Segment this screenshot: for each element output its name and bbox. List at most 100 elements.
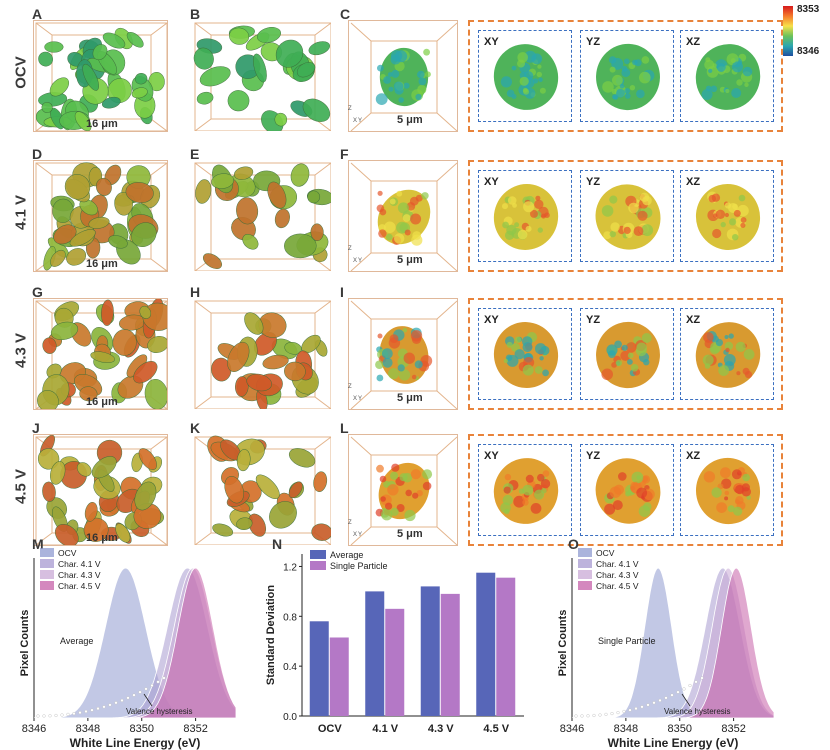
o-x-tick-label: 8350 (667, 723, 691, 735)
axis-letter-z: Z (348, 246, 352, 252)
n-y-tick-label: 0.0 (283, 712, 297, 723)
n-x-tick-label: 4.1 V (372, 723, 398, 735)
o-legend-label: Char. 4.1 V (596, 559, 639, 569)
m-hysteresis-dot (42, 714, 46, 718)
slice-label: XY (484, 176, 499, 188)
panel-letter: A (32, 6, 43, 22)
m-hysteresis-dot (162, 676, 166, 680)
panel-letter: J (32, 420, 40, 436)
n-bar-0-2 (420, 586, 440, 716)
o-hysteresis-dot (598, 713, 602, 717)
o-hysteresis-arrow (681, 693, 691, 707)
row-label: 4.1 V (12, 194, 30, 231)
scale-bar-label: 16 μm (86, 258, 118, 270)
colorbar (783, 6, 793, 56)
slice-label: YZ (586, 176, 601, 188)
scale-bar-label-particle: 5 μm (397, 392, 423, 404)
o-legend-swatch (578, 581, 592, 590)
m-x-tick-label: 8348 (76, 723, 100, 735)
single-particle-volume (348, 160, 458, 272)
slice-label: XZ (686, 176, 701, 188)
n-x-tick-label: 4.5 V (483, 723, 509, 735)
m-hysteresis-dot (120, 698, 124, 703)
m-hysteresis-dot (48, 714, 52, 718)
o-hysteresis-dot (616, 711, 620, 715)
axis-letter-y: Y (358, 118, 363, 124)
m-x-tick-label: 8350 (129, 723, 153, 735)
slice-label: XY (484, 314, 499, 326)
single-particle-volume (348, 20, 458, 132)
slice-view-xy (478, 30, 572, 122)
axis-letter-y: Y (358, 396, 363, 402)
panel-letter: I (340, 284, 344, 300)
slice-view-xz (680, 308, 774, 400)
o-hysteresis-dot (700, 676, 704, 680)
n-legend-label: Single Particle (330, 561, 388, 571)
axis-letter-y: Y (358, 258, 363, 264)
o-hysteresis-dot (640, 705, 644, 709)
panel-letter: E (190, 146, 200, 162)
m-legend-label: OCV (58, 548, 77, 558)
m-annotation: Average (60, 636, 93, 646)
o-hysteresis-dot (634, 706, 638, 711)
axis-letter-x: X (353, 258, 358, 264)
slice-view-xy (478, 170, 572, 262)
slice-label: XZ (686, 314, 701, 326)
m-legend-swatch (40, 570, 54, 579)
n-bar-1-0 (329, 637, 349, 716)
slice-label: XY (484, 450, 499, 462)
m-hysteresis-dot (72, 711, 76, 716)
slice-panel-group (468, 20, 783, 132)
m-hysteresis-dot (66, 712, 70, 716)
m-hysteresis-dot (138, 690, 142, 694)
o-hysteresis-dot (604, 712, 608, 716)
o-x-tick-label: 8352 (721, 723, 745, 735)
m-legend-swatch (40, 559, 54, 568)
o-hysteresis-dot (688, 683, 692, 688)
o-hysteresis-dot (658, 698, 662, 703)
m-legend-label: Char. 4.5 V (58, 581, 101, 591)
o-hysteresis-label: Valence hysteresis (664, 707, 731, 716)
scale-bar-label: 16 μm (86, 118, 118, 130)
o-legend-swatch (578, 559, 592, 568)
m-series-area-3 (34, 567, 237, 719)
n-bar-0-0 (309, 621, 329, 716)
colorbar-min: 8346 (797, 46, 820, 57)
o-x-tick-label: 8348 (614, 723, 638, 735)
o-hysteresis-dot (664, 696, 668, 700)
panel-letter: H (190, 284, 201, 300)
n-y-axis-label: Standard Deviation (265, 585, 277, 686)
m-hysteresis-dot (102, 705, 106, 709)
o-series-area-3 (572, 567, 775, 719)
o-hysteresis-dot (622, 709, 626, 714)
n-legend-swatch (310, 550, 326, 559)
n-bar-0-1 (365, 591, 385, 716)
panel-letter: G (32, 284, 43, 300)
o-hysteresis-dot (694, 680, 698, 684)
o-legend-swatch (578, 548, 592, 557)
o-hysteresis-dot (670, 693, 674, 697)
o-x-axis-label: White Line Energy (eV) (608, 736, 739, 750)
panel-letter: K (190, 420, 201, 436)
n-y-tick-label: 0.8 (283, 612, 297, 623)
slice-label: YZ (586, 314, 601, 326)
n-bar-1-1 (385, 608, 405, 716)
slice-label: XZ (686, 450, 701, 462)
slice-view-yz (580, 444, 674, 536)
n-bar-0-3 (476, 572, 496, 716)
m-hysteresis-dot (156, 680, 160, 684)
m-hysteresis-dot (84, 709, 88, 714)
panel-letter: D (32, 146, 43, 162)
panel-letter: B (190, 6, 201, 22)
m-legend-label: Char. 4.1 V (58, 559, 101, 569)
slice-view-xz (680, 444, 774, 536)
panel-letter: F (340, 146, 349, 162)
row-label: 4.3 V (12, 332, 30, 369)
m-hysteresis-dot (96, 706, 100, 711)
n-legend-swatch (310, 561, 326, 570)
o-hysteresis-dot (586, 714, 590, 718)
row-label: 4.5 V (12, 468, 30, 505)
m-legend-swatch (40, 581, 54, 590)
m-legend-swatch (40, 548, 54, 557)
m-hysteresis-dot (108, 703, 112, 707)
